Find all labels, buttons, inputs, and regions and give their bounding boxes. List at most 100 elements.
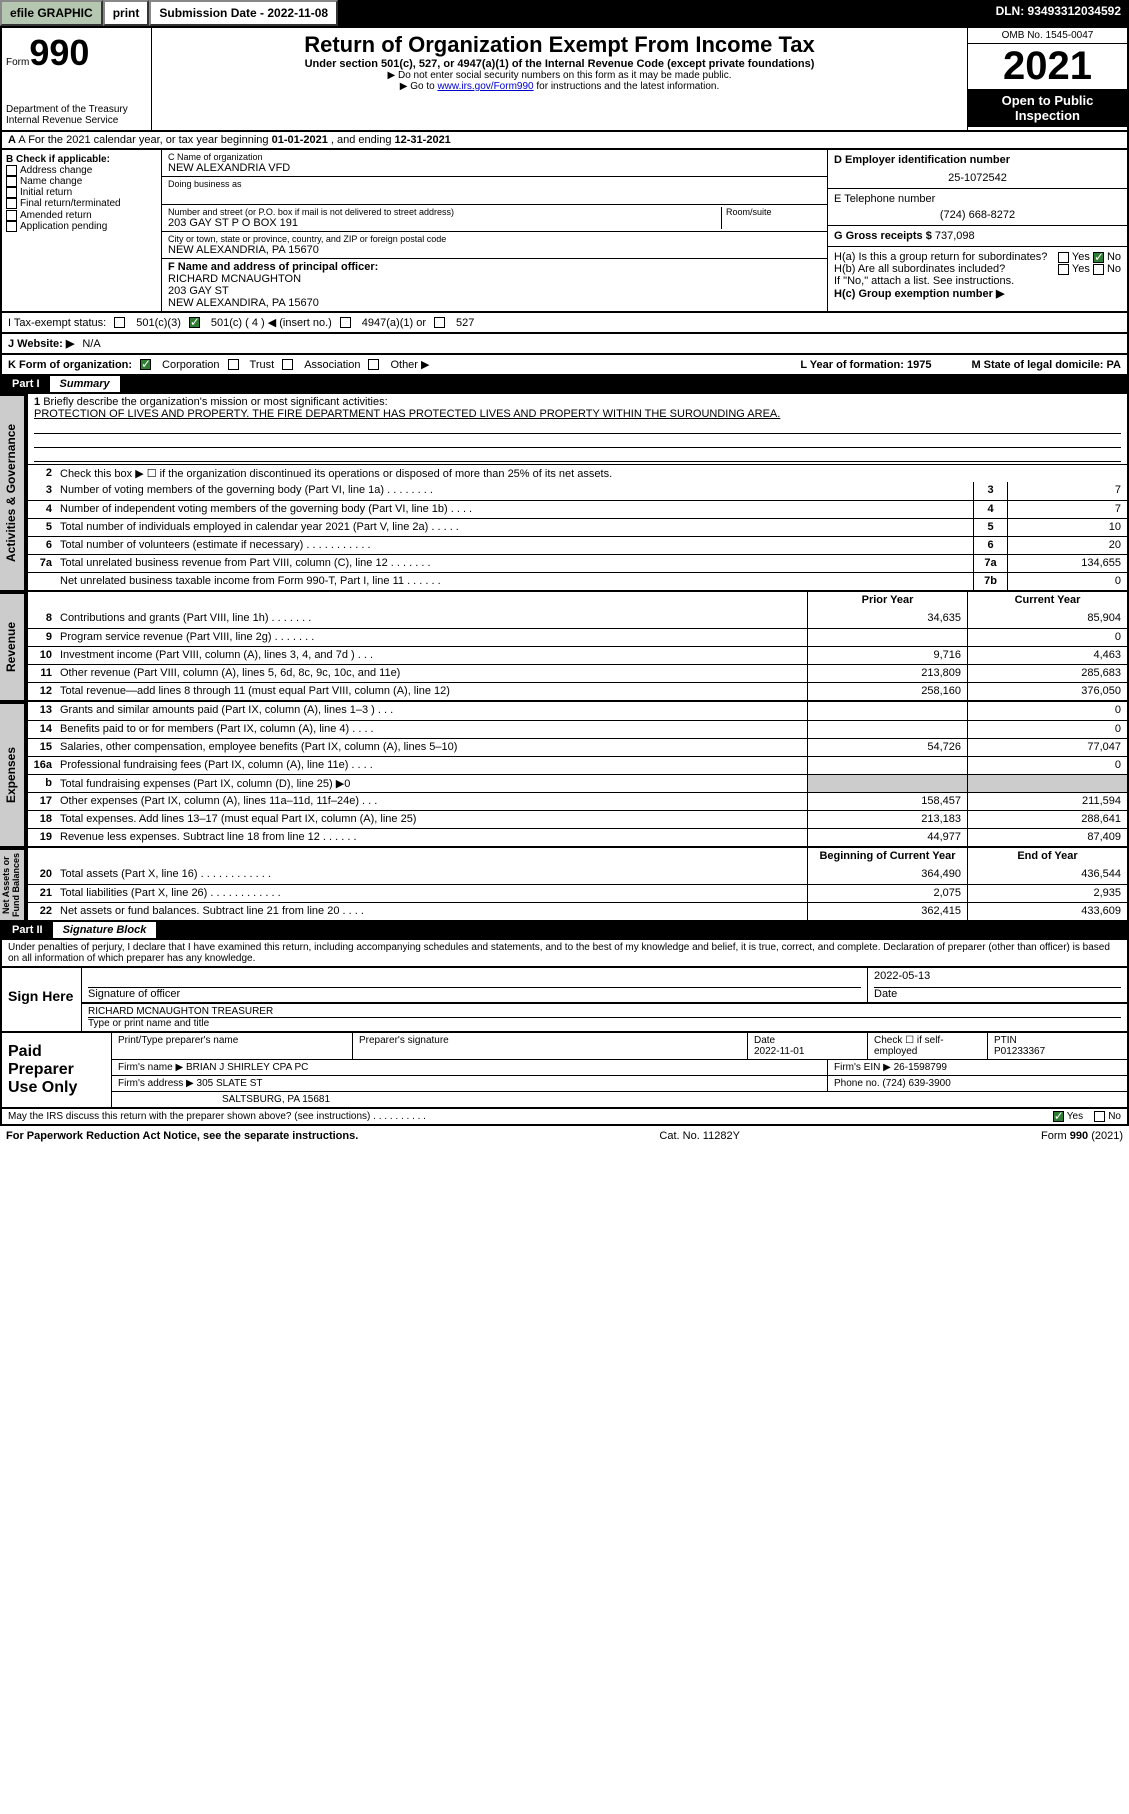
checkbox-initial-return[interactable] bbox=[6, 187, 17, 198]
irs-link[interactable]: www.irs.gov/Form990 bbox=[437, 81, 533, 92]
row-a-tax-year: A A For the 2021 calendar year, or tax y… bbox=[0, 132, 1129, 150]
table-row: Net unrelated business taxable income fr… bbox=[28, 572, 1127, 590]
signature-declaration: Under penalties of perjury, I declare th… bbox=[0, 940, 1129, 968]
checkbox-527[interactable] bbox=[434, 317, 445, 328]
value-gross-receipts: 737,098 bbox=[935, 230, 975, 242]
discuss-with-preparer-row: May the IRS discuss this return with the… bbox=[0, 1109, 1129, 1126]
sign-here-label: Sign Here bbox=[2, 968, 82, 1031]
checkbox-trust[interactable] bbox=[228, 359, 239, 370]
checkbox-discuss-no[interactable] bbox=[1094, 1111, 1105, 1122]
line-2-text: Check this box ▶ ☐ if the organization d… bbox=[56, 465, 1127, 482]
section-governance: Activities & Governance 1 Briefly descri… bbox=[0, 394, 1129, 592]
label-city: City or town, state or province, country… bbox=[168, 234, 821, 244]
table-row: 22Net assets or fund balances. Subtract … bbox=[28, 902, 1127, 920]
col-end-year: End of Year bbox=[967, 848, 1127, 866]
checkbox-501c3[interactable] bbox=[114, 317, 125, 328]
value-city: NEW ALEXANDRIA, PA 15670 bbox=[168, 244, 821, 256]
footer-line: For Paperwork Reduction Act Notice, see … bbox=[0, 1126, 1129, 1146]
label-dba: Doing business as bbox=[168, 179, 821, 189]
value-firm-addr1: 305 SLATE ST bbox=[197, 1078, 263, 1089]
table-row: 16aProfessional fundraising fees (Part I… bbox=[28, 756, 1127, 774]
value-prep-date: 2022-11-01 bbox=[754, 1046, 804, 1057]
label-telephone: E Telephone number bbox=[834, 193, 1121, 205]
col-prior-year: Prior Year bbox=[807, 592, 967, 610]
checkbox-hb-no[interactable] bbox=[1093, 264, 1104, 275]
table-row: 4Number of independent voting members of… bbox=[28, 500, 1127, 518]
table-row: 12Total revenue—add lines 8 through 11 (… bbox=[28, 682, 1127, 700]
table-row: 6Total number of volunteers (estimate if… bbox=[28, 536, 1127, 554]
form-note-1: ▶ Do not enter social security numbers o… bbox=[156, 70, 963, 81]
value-firm-phone: (724) 639-3900 bbox=[882, 1078, 950, 1089]
form-subtitle: Under section 501(c), 527, or 4947(a)(1)… bbox=[156, 58, 963, 70]
table-row: 14Benefits paid to or for members (Part … bbox=[28, 720, 1127, 738]
table-row: bTotal fundraising expenses (Part IX, co… bbox=[28, 774, 1127, 792]
table-row: 7aTotal unrelated business revenue from … bbox=[28, 554, 1127, 572]
label-print-name: Type or print name and title bbox=[88, 1018, 1121, 1029]
table-row: 17Other expenses (Part IX, column (A), l… bbox=[28, 792, 1127, 810]
value-officer-addr1: 203 GAY ST bbox=[168, 285, 821, 297]
col-current-year: Current Year bbox=[967, 592, 1127, 610]
checkbox-application-pending[interactable] bbox=[6, 221, 17, 232]
label-hc: H(c) Group exemption number ▶ bbox=[834, 287, 1121, 300]
dln-label: DLN: 93493312034592 bbox=[988, 0, 1129, 26]
section-expenses: Expenses 13Grants and similar amounts pa… bbox=[0, 702, 1129, 848]
value-mission: PROTECTION OF LIVES AND PROPERTY. THE FI… bbox=[34, 408, 1121, 420]
label-date: Date bbox=[874, 988, 1121, 1000]
table-row: 20Total assets (Part X, line 16) . . . .… bbox=[28, 866, 1127, 884]
label-self-employed: Check ☐ if self-employed bbox=[867, 1033, 987, 1059]
table-row: 5Total number of individuals employed in… bbox=[28, 518, 1127, 536]
sign-here-block: Sign Here Signature of officer 2022-05-1… bbox=[0, 968, 1129, 1033]
label-mission: Briefly describe the organization's miss… bbox=[43, 396, 387, 408]
label-officer: F Name and address of principal officer: bbox=[168, 261, 821, 273]
checkbox-address-change[interactable] bbox=[6, 165, 17, 176]
table-row: 18Total expenses. Add lines 13–17 (must … bbox=[28, 810, 1127, 828]
form-title: Return of Organization Exempt From Incom… bbox=[156, 32, 963, 58]
tab-net-assets: Net Assets or Fund Balances bbox=[0, 848, 26, 922]
table-row: 9Program service revenue (Part VIII, lin… bbox=[28, 628, 1127, 646]
value-year-formation: L Year of formation: 1975 bbox=[800, 359, 931, 371]
table-row: 19Revenue less expenses. Subtract line 1… bbox=[28, 828, 1127, 846]
section-b-checkboxes: B Check if applicable: Address change Na… bbox=[2, 150, 162, 311]
value-sig-date: 2022-05-13 bbox=[874, 970, 1121, 988]
tab-governance: Activities & Governance bbox=[0, 394, 26, 592]
form-number: Form990 bbox=[6, 32, 147, 74]
print-button[interactable]: print bbox=[103, 0, 150, 26]
label-ha: H(a) Is this a group return for subordin… bbox=[834, 251, 1047, 263]
table-row: 15Salaries, other compensation, employee… bbox=[28, 738, 1127, 756]
tab-expenses: Expenses bbox=[0, 702, 26, 848]
omb-number: OMB No. 1545-0047 bbox=[968, 28, 1127, 44]
checkbox-amended-return[interactable] bbox=[6, 210, 17, 221]
label-org-name: C Name of organization bbox=[168, 152, 821, 162]
checkbox-corporation[interactable] bbox=[140, 359, 151, 370]
checkbox-association[interactable] bbox=[282, 359, 293, 370]
tab-revenue: Revenue bbox=[0, 592, 26, 702]
value-firm-addr2: SALTSBURG, PA 15681 bbox=[112, 1092, 1127, 1107]
part-ii-header: Part II Signature Block bbox=[0, 922, 1129, 940]
checkbox-501c[interactable] bbox=[189, 317, 200, 328]
value-firm-ein: 26-1598799 bbox=[894, 1062, 947, 1073]
paperwork-notice: For Paperwork Reduction Act Notice, see … bbox=[6, 1130, 358, 1142]
checkbox-hb-yes[interactable] bbox=[1058, 264, 1069, 275]
label-gross-receipts: G Gross receipts $ bbox=[834, 230, 932, 242]
checkbox-ha-yes[interactable] bbox=[1058, 252, 1069, 263]
value-ptin: P01233367 bbox=[994, 1046, 1045, 1057]
efile-graphic-button[interactable]: efile GRAPHIC bbox=[0, 0, 103, 26]
section-net-assets: Net Assets or Fund Balances Beginning of… bbox=[0, 848, 1129, 922]
checkbox-other[interactable] bbox=[368, 359, 379, 370]
value-state-domicile: M State of legal domicile: PA bbox=[971, 359, 1121, 371]
submission-date-button[interactable]: Submission Date - 2022-11-08 bbox=[149, 0, 338, 26]
checkbox-name-change[interactable] bbox=[6, 176, 17, 187]
checkbox-ha-no[interactable] bbox=[1093, 252, 1104, 263]
table-row: 8Contributions and grants (Part VIII, li… bbox=[28, 610, 1127, 628]
table-row: 13Grants and similar amounts paid (Part … bbox=[28, 702, 1127, 720]
top-toolbar: efile GRAPHIC print Submission Date - 20… bbox=[0, 0, 1129, 26]
checkbox-final-return[interactable] bbox=[6, 198, 17, 209]
checkbox-discuss-yes[interactable] bbox=[1053, 1111, 1064, 1122]
value-officer-addr2: NEW ALEXANDIRA, PA 15670 bbox=[168, 297, 821, 309]
paid-preparer-block: Paid Preparer Use Only Print/Type prepar… bbox=[0, 1033, 1129, 1109]
row-k-form-of-org: K Form of organization: Corporation Trus… bbox=[0, 355, 1129, 376]
form-ref: Form 990 (2021) bbox=[1041, 1130, 1123, 1142]
cat-no: Cat. No. 11282Y bbox=[358, 1130, 1041, 1142]
checkbox-4947a1[interactable] bbox=[340, 317, 351, 328]
value-telephone: (724) 668-8272 bbox=[834, 205, 1121, 221]
